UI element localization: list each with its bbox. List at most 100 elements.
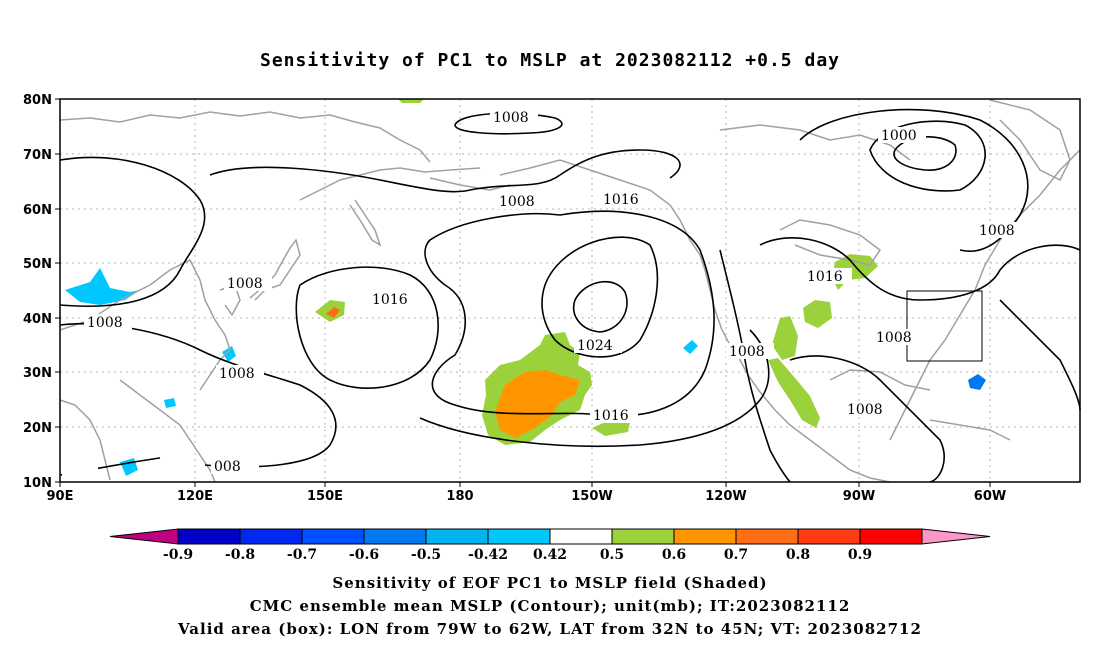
colorbar-swatch: [611, 528, 675, 545]
caption-contour: CMC ensemble mean MSLP (Contour); unit(m…: [249, 597, 851, 615]
contour-1008-gulf: [719, 249, 791, 483]
contour-label: 1008: [493, 110, 529, 126]
shade-orange-central-pacific: [495, 370, 580, 438]
colorbar-label: -0.8: [225, 547, 255, 563]
colorbar-swatch: [177, 528, 241, 545]
contour-label: 1008: [729, 344, 765, 360]
contour-1008-eastpac: [419, 329, 770, 448]
lat-label: 50N: [23, 257, 52, 272]
lat-label: 80N: [23, 93, 52, 108]
mslp-contours: [59, 108, 1081, 483]
shade-green-great-lakes: [803, 300, 832, 328]
colorbar-swatch: [109, 528, 179, 545]
lon-label: 120E: [177, 489, 213, 504]
coast-west-na: [709, 289, 851, 471]
coastlines: [59, 99, 1081, 483]
shade-green-hawaii: [592, 420, 630, 436]
lat-label: 20N: [23, 421, 52, 436]
colorbar-swatch: [425, 528, 489, 545]
lat-label: 30N: [23, 366, 52, 381]
contour-1008-canada: [799, 108, 1029, 252]
map-title: Sensitivity of PC1 to MSLP at 2023082112…: [259, 50, 840, 71]
colorbar-label: 0.6: [662, 547, 686, 563]
contour-1008-arctic: [454, 112, 563, 135]
caption-valid-area: Valid area (box): LON from 79W to 62W, L…: [178, 620, 922, 638]
shade-cyan-east-pacific: [683, 340, 698, 354]
colorbar-swatch: [797, 528, 861, 545]
coast-greenland: [989, 99, 1071, 182]
colorbar-swatch: [487, 528, 551, 545]
latitude-labels: 80N 70N 60N 50N 40N 30N 20N 10N: [23, 93, 52, 491]
colorbar-label: 0.42: [533, 547, 567, 563]
contour-label: 1008: [87, 315, 123, 331]
contour-label: 1008: [847, 402, 883, 418]
longitude-labels: 90E 120E 150E 180 150W 120W 90W 60W: [47, 489, 1007, 504]
colorbar-swatch: [673, 528, 737, 545]
coast-china: [59, 258, 231, 391]
coast-indochina: [119, 379, 216, 483]
shade-green-arctic: [398, 99, 424, 103]
colorbar-label: 0.5: [600, 547, 624, 563]
map-frame: [59, 98, 1081, 483]
contour-1016-atlantic: [999, 299, 1081, 411]
colorbar-label: 0.7: [724, 547, 748, 563]
colorbar-swatch: [735, 528, 799, 545]
colorbar-label: -0.42: [468, 547, 508, 563]
coast-east-na: [889, 149, 1081, 441]
coast-kamchatka: [349, 199, 382, 247]
coast-eurasia-north: [59, 111, 431, 163]
coast-caribbean: [929, 419, 1011, 441]
contour-label: 1000: [881, 128, 917, 144]
coast-siberia-east: [299, 167, 481, 201]
lon-label: 120W: [705, 489, 746, 504]
contour-label: 1008: [227, 276, 263, 292]
shade-green-rockies: [772, 316, 798, 360]
shade-cyan-china: [65, 268, 140, 305]
lon-label: 60W: [974, 489, 1006, 504]
contour-labels: 1008 1008 1016 1000 1008 1008 1016 1008 …: [62, 109, 1024, 481]
shaded-sensitivity: [65, 99, 986, 476]
contour-label: 1024: [577, 338, 613, 354]
colorbar-label: -0.9: [163, 547, 193, 563]
coast-arctic-islands: [719, 124, 911, 161]
contour-label: 1016: [807, 269, 843, 285]
contour-label: 1008: [499, 194, 535, 210]
valid-area-box: [906, 290, 983, 362]
contour-1000-canada: [869, 120, 986, 192]
coast-central-america: [849, 469, 891, 483]
tick-marks: [55, 98, 991, 487]
shade-cyan-tibet: [164, 398, 176, 408]
coast-hudson: [779, 219, 882, 266]
contour-1024: [541, 236, 659, 358]
coast-aleutians: [429, 177, 511, 191]
contour-label: 1016: [593, 408, 629, 424]
lon-label: 150E: [307, 489, 343, 504]
contour-1032-inner: [573, 280, 628, 333]
contour-1016-central: [295, 266, 439, 389]
shade-orange-west-pacific: [326, 307, 340, 318]
contour-1008-asia-south: [59, 322, 337, 468]
contour-1016-na: [759, 237, 1081, 301]
lat-label: 70N: [23, 148, 52, 163]
colorbar-swatch: [363, 528, 427, 545]
lat-label: 10N: [23, 476, 52, 491]
coast-alaska: [499, 159, 711, 291]
colorbar-label: -0.7: [287, 547, 317, 563]
colorbar-label: -0.6: [349, 547, 379, 563]
contour-label: 008: [214, 459, 241, 475]
colorbar-label: -0.5: [411, 547, 441, 563]
colorbar-swatch: [239, 528, 303, 545]
lat-label: 60N: [23, 203, 52, 218]
shade-green-mexico: [768, 358, 820, 428]
colorbar-label: 0.9: [848, 547, 872, 563]
lon-label: 150W: [571, 489, 612, 504]
shade-cyan-taiwan: [222, 346, 236, 362]
colorbar-label: 0.8: [786, 547, 810, 563]
coast-gulf-mexico: [829, 369, 931, 391]
contour-label: 1008: [979, 223, 1015, 239]
colorbar: -0.9 -0.8 -0.7 -0.6 -0.5 -0.42 0.42 0.5 0.6 0.7 0.…: [109, 528, 991, 563]
colorbar-swatch: [549, 528, 613, 545]
colorbar-swatch: [301, 528, 365, 545]
lon-label: 90E: [47, 489, 74, 504]
